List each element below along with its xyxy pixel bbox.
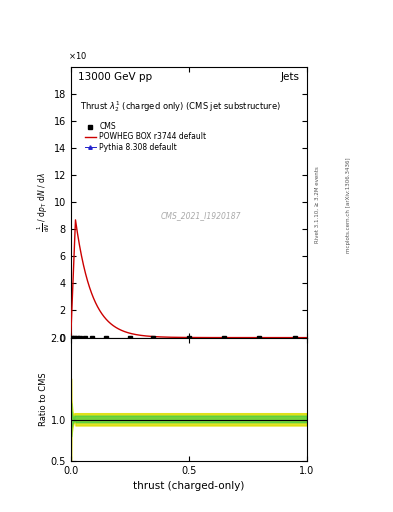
Text: Thrust $\lambda_2^1$ (charged only) (CMS jet substructure): Thrust $\lambda_2^1$ (charged only) (CMS… [80,99,281,114]
Y-axis label: Ratio to CMS: Ratio to CMS [39,372,48,426]
Y-axis label: $\frac{1}{\mathrm{d}N}$ / $\mathrm{d}p_\mathrm{T}$ $\mathrm{d}N$ / $\mathrm{d}\l: $\frac{1}{\mathrm{d}N}$ / $\mathrm{d}p_\… [36,172,52,232]
Text: Rivet 3.1.10, ≥ 3.2M events: Rivet 3.1.10, ≥ 3.2M events [314,166,320,243]
Text: 13000 GeV pp: 13000 GeV pp [78,72,152,82]
Legend: CMS, POWHEG BOX r3744 default, Pythia 8.308 default: CMS, POWHEG BOX r3744 default, Pythia 8.… [82,119,209,155]
Text: Jets: Jets [281,72,299,82]
Text: $\times 10$: $\times 10$ [68,50,87,61]
Text: CMS_2021_I1920187: CMS_2021_I1920187 [160,211,241,220]
Text: mcplots.cern.ch [arXiv:1306.3436]: mcplots.cern.ch [arXiv:1306.3436] [346,157,351,252]
X-axis label: thrust (charged-only): thrust (charged-only) [133,481,244,491]
